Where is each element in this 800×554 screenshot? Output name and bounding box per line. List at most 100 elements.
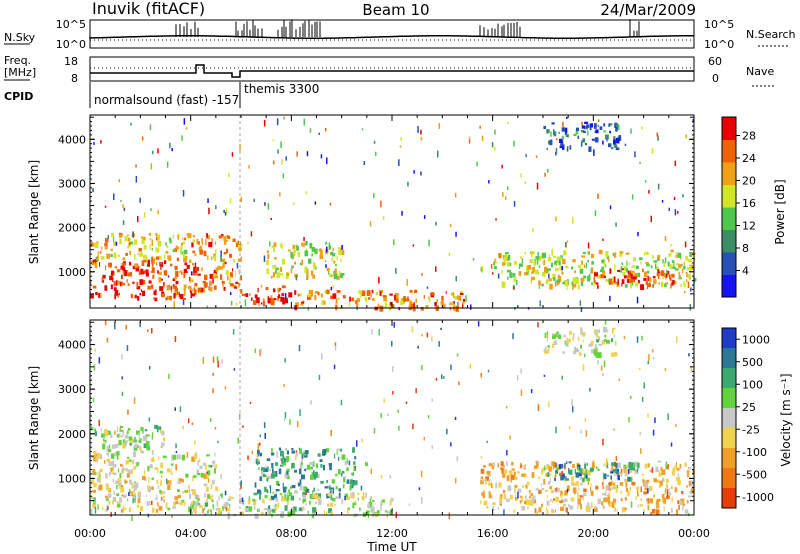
scatter-cell [196,494,199,498]
scatter-cell [142,290,146,297]
scatter-cell [620,498,623,502]
scatter-cell [661,494,665,499]
scatter-cell [595,137,599,143]
scatter-cell [538,265,541,268]
scatter-cell [413,170,415,174]
scatter-cell [612,328,614,334]
scatter-cell [264,468,268,473]
scatter-cell [128,261,132,266]
scatter-cell [190,501,194,504]
scatter-cell [309,128,312,133]
scatter-cell [441,374,443,379]
scatter-cell [516,471,520,474]
scatter-cell [132,281,135,284]
scatter-cell [248,506,253,512]
scatter-cell [156,494,158,500]
scatter-cell [264,494,268,499]
scatter-cell [341,473,343,477]
scatter-cell [258,508,260,512]
scatter-cell [283,459,288,462]
scatter-cell [147,285,151,290]
colorbar-swatch [722,428,736,449]
scatter-cell [562,121,564,128]
scatter-cell [339,448,343,452]
scatter-cell [352,480,356,484]
scatter-cell [118,234,122,238]
scatter-cell [491,466,494,470]
scatter-cell [581,140,583,146]
scatter-cell [297,293,300,297]
scatter-cell [541,487,545,490]
scatter-cell [609,123,613,126]
scatter-cell [131,482,134,485]
scatter-cell [666,271,670,275]
scatter-cell [327,496,330,499]
scatter-cell [206,454,210,457]
scatter-cell [232,268,234,272]
scatter-cell [157,468,159,473]
scatter-cell [316,496,321,501]
scatter-cell [599,269,604,272]
scatter-cell [157,210,159,215]
scatter-cell [398,425,400,431]
scatter-cell [225,502,230,505]
scatter-cell [208,464,212,468]
scatter-cell [165,242,167,246]
scatter-cell [555,267,559,272]
scatter-cell [579,353,583,356]
scatter-cell [615,467,618,472]
scatter-cell [328,508,332,514]
scatter-cell [555,496,559,500]
scatter-cell [244,507,249,512]
scatter-cell [624,497,627,501]
scatter-cell [271,245,276,248]
scatter-cell [313,461,315,466]
scatter-cell [125,253,128,256]
scatter-cell [686,500,689,504]
scatter-cell [367,503,370,509]
scatter-cell [104,320,107,326]
scatter-cell [275,480,280,486]
scatter-cell [636,468,638,473]
scatter-cell [174,496,179,501]
scatter-cell [309,494,314,500]
scatter-cell [320,293,323,298]
scatter-cell [640,261,642,265]
scatter-cell [214,452,216,457]
date-title: 24/Mar/2009 [600,1,696,19]
scatter-cell [310,270,314,276]
scatter-cell [341,250,345,256]
nave-tick-bottom: 0 [712,72,719,85]
scatter-cell [288,489,290,493]
scatter-cell [194,453,198,460]
scatter-cell [127,237,131,241]
scatter-cell [639,161,641,164]
scatter-cell [351,297,355,302]
scatter-cell [302,451,307,456]
scatter-cell [603,130,607,133]
scatter-cell [330,429,332,436]
scatter-cell [597,352,602,359]
scatter-cell [580,344,582,349]
scatter-cell [526,499,529,506]
scatter-cell [166,478,168,485]
scatter-cell [487,474,492,477]
scatter-cell [158,426,162,430]
scatter-cell [92,397,95,403]
scatter-cell [558,257,563,261]
scatter-cell [583,275,586,279]
scatter-cell [559,500,563,504]
scatter-cell [328,242,331,246]
scatter-cell [101,277,104,281]
scatter-cell [122,257,126,261]
scatter-cell [603,463,606,467]
scatter-cell [270,299,275,306]
scatter-cell [279,273,283,276]
scatter-cell [587,242,590,249]
scatter-cell [330,295,335,299]
scatter-cell [124,434,129,439]
scatter-cell [161,293,165,298]
scatter-cell [117,280,122,285]
scatter-cell [278,447,281,451]
scatter-cell [271,448,273,454]
